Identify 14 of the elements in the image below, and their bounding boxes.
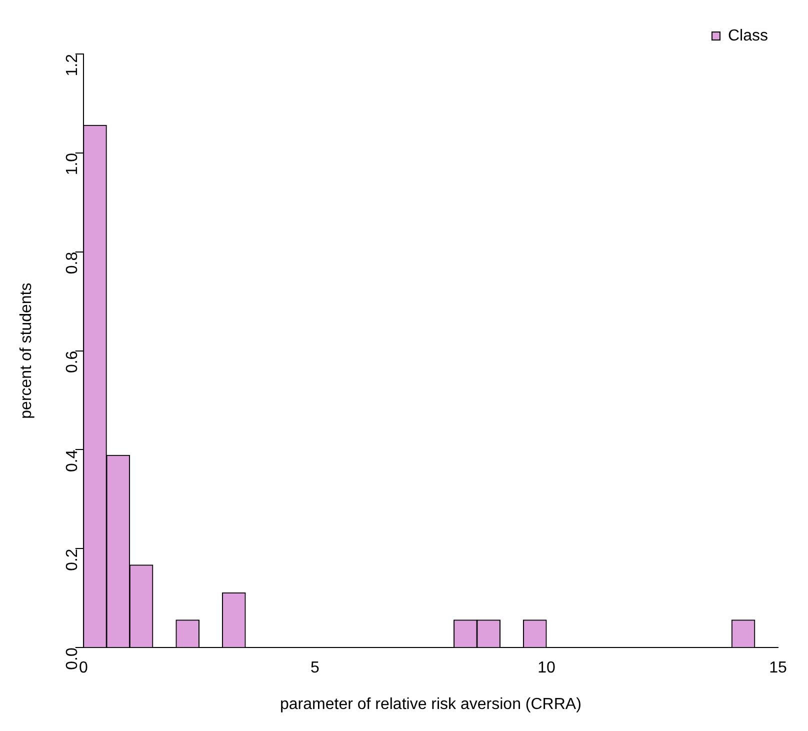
y-tick-label: 0.4	[64, 450, 81, 472]
y-tick-label: 0.2	[64, 548, 81, 571]
legend-label: Class	[728, 27, 768, 44]
x-tick-label: 5	[310, 660, 320, 677]
y-tick-label: 1.0	[64, 152, 81, 176]
y-tick-label: 0.0	[64, 648, 81, 670]
y-axis-title: percent of students	[18, 282, 36, 419]
x-axis-title: parameter of relative risk aversion (CRRA)	[280, 696, 582, 713]
y-tick-label: 0.6	[64, 350, 81, 374]
x-tick-label: 15	[769, 660, 787, 677]
y-tick-label: 1.2	[64, 54, 81, 76]
x-tick-label: 0	[78, 660, 88, 677]
y-tick-label: 0.8	[64, 252, 81, 274]
x-tick-label: 10	[538, 660, 556, 677]
